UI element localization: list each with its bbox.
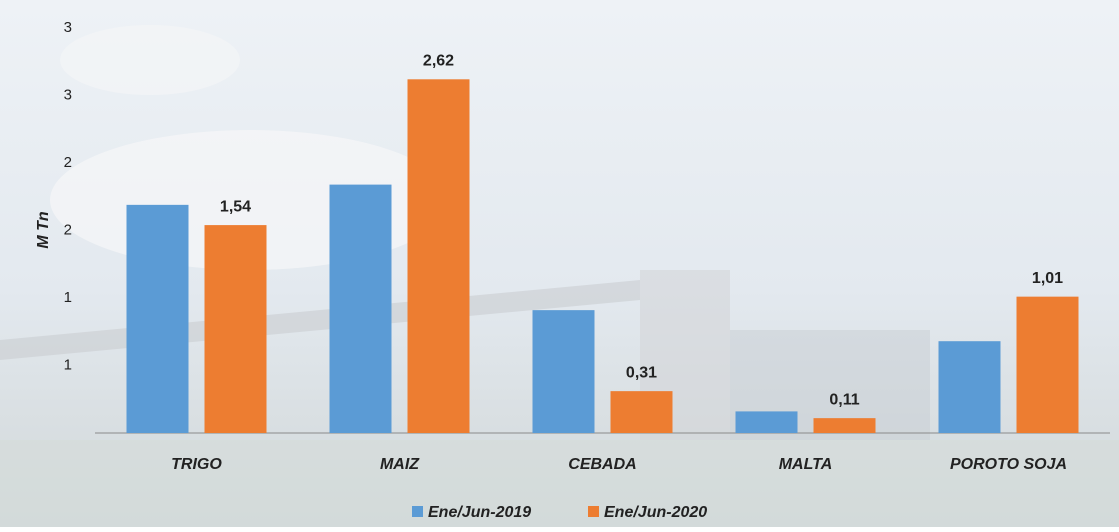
bar	[127, 205, 189, 433]
x-tick-label: TRIGO	[171, 456, 222, 473]
legend-label: Ene/Jun-2020	[604, 504, 707, 521]
y-tick-label: 1	[64, 289, 72, 306]
bar	[939, 341, 1001, 433]
value-label: 1,01	[1032, 270, 1063, 287]
y-tick-label: 2	[64, 221, 72, 238]
y-axis-label: M Tn	[35, 211, 52, 249]
chart: M Tn 1 1 2 2 3 3 TRIGO MAIZ CEBADA MALTA POROTO SO…	[0, 0, 1119, 527]
bar	[408, 79, 470, 433]
legend-swatch	[588, 506, 599, 517]
legend-swatch	[412, 506, 423, 517]
x-tick-label: CEBADA	[568, 456, 636, 473]
y-tick-label: 1	[64, 356, 72, 373]
x-tick-label: MAIZ	[380, 456, 420, 473]
legend-label: Ene/Jun-2019	[428, 504, 531, 521]
value-label: 0,31	[626, 364, 657, 381]
value-label: 1,54	[220, 198, 251, 215]
x-tick-label: POROTO SOJA	[950, 456, 1067, 473]
bar	[814, 418, 876, 433]
x-tick-label: MALTA	[779, 456, 833, 473]
bar	[1017, 297, 1079, 433]
y-tick-label: 3	[64, 86, 72, 103]
water	[0, 440, 1119, 527]
bar	[533, 310, 595, 433]
cloud	[60, 25, 240, 95]
bar	[205, 225, 267, 433]
y-tick-label: 2	[64, 154, 72, 171]
bar	[330, 185, 392, 433]
bar	[736, 411, 798, 433]
value-label: 0,11	[829, 391, 859, 408]
bar	[611, 391, 673, 433]
y-tick-label: 3	[64, 19, 72, 36]
value-label: 2,62	[423, 53, 454, 70]
